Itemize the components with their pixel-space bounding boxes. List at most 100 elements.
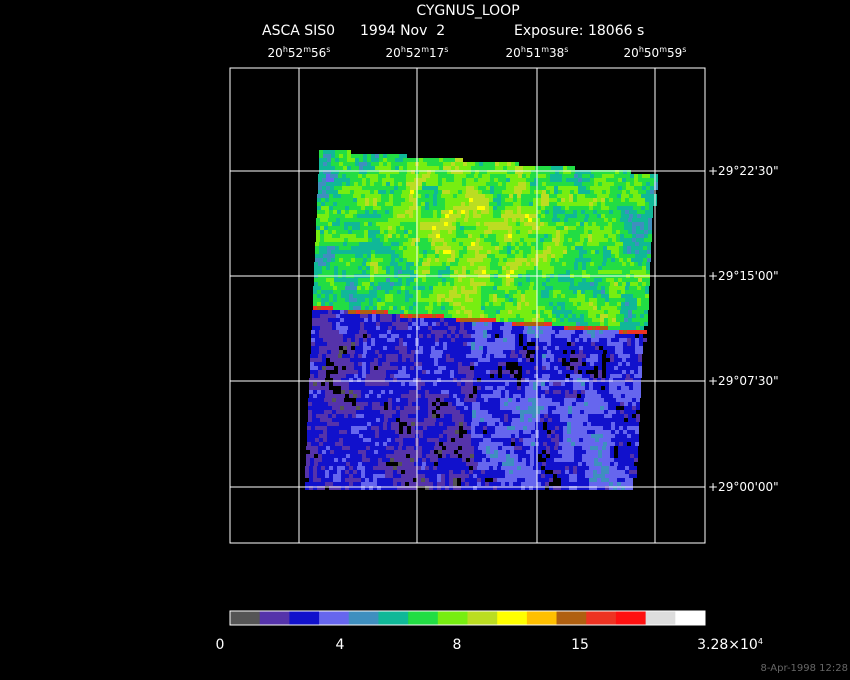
- image-pixel: [444, 226, 448, 230]
- image-pixel: [636, 314, 640, 318]
- image-pixel: [640, 226, 644, 230]
- image-pixel: [452, 226, 456, 230]
- image-pixel: [526, 374, 530, 378]
- image-pixel: [461, 210, 465, 214]
- image-pixel: [553, 386, 557, 390]
- image-pixel: [590, 190, 594, 194]
- image-pixel: [621, 214, 625, 218]
- image-pixel: [338, 270, 342, 274]
- image-pixel: [620, 238, 624, 242]
- image-pixel: [550, 374, 554, 378]
- date: 1994 Nov 2: [360, 23, 445, 39]
- image-pixel: [364, 222, 368, 226]
- image-pixel: [411, 250, 415, 254]
- image-pixel: [370, 282, 374, 286]
- image-pixel: [465, 302, 469, 306]
- image-pixel: [490, 358, 494, 362]
- image-pixel: [346, 366, 350, 370]
- image-pixel: [546, 270, 550, 274]
- image-pixel: [609, 202, 613, 206]
- image-pixel: [529, 290, 533, 294]
- image-pixel: [354, 366, 358, 370]
- image-pixel: [345, 286, 349, 290]
- image-pixel: [340, 218, 344, 222]
- image-pixel: [481, 298, 485, 302]
- image-pixel: [403, 342, 407, 346]
- image-pixel: [335, 254, 339, 258]
- image-pixel: [315, 342, 319, 346]
- image-pixel: [441, 210, 445, 214]
- image-pixel: [604, 222, 608, 226]
- image-pixel: [553, 214, 557, 218]
- image-pixel: [645, 306, 649, 310]
- image-pixel: [483, 346, 487, 350]
- image-pixel: [620, 326, 624, 330]
- image-pixel: [563, 242, 567, 246]
- image-pixel: [317, 194, 321, 198]
- image-pixel: [485, 194, 489, 198]
- image-pixel: [374, 178, 378, 182]
- image-pixel: [611, 250, 615, 254]
- image-pixel: [334, 182, 338, 186]
- image-pixel: [635, 342, 639, 346]
- image-pixel: [641, 294, 645, 298]
- image-pixel: [507, 170, 511, 174]
- image-pixel: [557, 202, 561, 206]
- image-pixel: [634, 266, 638, 270]
- image-pixel: [324, 222, 328, 226]
- image-pixel: [375, 338, 379, 342]
- image-pixel: [577, 206, 581, 210]
- image-pixel: [598, 270, 602, 274]
- image-pixel: [348, 314, 352, 318]
- image-pixel: [384, 238, 388, 242]
- image-pixel: [422, 278, 426, 282]
- image-pixel: [529, 378, 533, 382]
- image-pixel: [336, 238, 340, 242]
- image-pixel: [617, 302, 621, 306]
- image-pixel: [457, 386, 461, 390]
- image-pixel: [445, 302, 449, 306]
- image-pixel: [637, 206, 641, 210]
- image-pixel: [422, 182, 426, 186]
- image-pixel: [578, 278, 582, 282]
- image-pixel: [544, 310, 548, 314]
- image-pixel: [385, 378, 389, 382]
- image-pixel: [575, 250, 579, 254]
- image-pixel: [583, 334, 587, 338]
- image-pixel: [483, 258, 487, 262]
- image-pixel: [644, 310, 648, 314]
- image-pixel: [618, 282, 622, 286]
- image-pixel: [331, 254, 335, 258]
- image-pixel: [451, 170, 455, 174]
- image-pixel: [320, 226, 324, 230]
- image-pixel: [546, 262, 550, 266]
- image-pixel: [513, 194, 517, 198]
- image-pixel: [443, 170, 447, 174]
- image-pixel: [625, 210, 629, 214]
- image-pixel: [321, 210, 325, 214]
- image-pixel: [566, 358, 570, 362]
- image-pixel: [452, 402, 456, 406]
- image-pixel: [585, 210, 589, 214]
- image-pixel: [450, 178, 454, 182]
- image-pixel: [612, 222, 616, 226]
- image-pixel: [455, 162, 459, 166]
- image-pixel: [321, 378, 325, 382]
- image-pixel: [416, 238, 420, 242]
- image-pixel: [640, 326, 644, 330]
- image-pixel: [320, 402, 324, 406]
- image-pixel: [443, 346, 447, 350]
- image-pixel: [622, 266, 626, 270]
- image-pixel: [330, 178, 334, 182]
- image-pixel: [468, 230, 472, 234]
- image-pixel: [334, 362, 338, 366]
- image-pixel: [522, 186, 526, 190]
- image-pixel: [383, 346, 387, 350]
- image-pixel: [314, 362, 318, 366]
- image-pixel: [553, 210, 557, 214]
- image-pixel: [342, 354, 346, 358]
- image-pixel: [536, 218, 540, 222]
- image-pixel: [516, 310, 520, 314]
- image-pixel: [310, 374, 314, 378]
- image-pixel: [602, 174, 606, 178]
